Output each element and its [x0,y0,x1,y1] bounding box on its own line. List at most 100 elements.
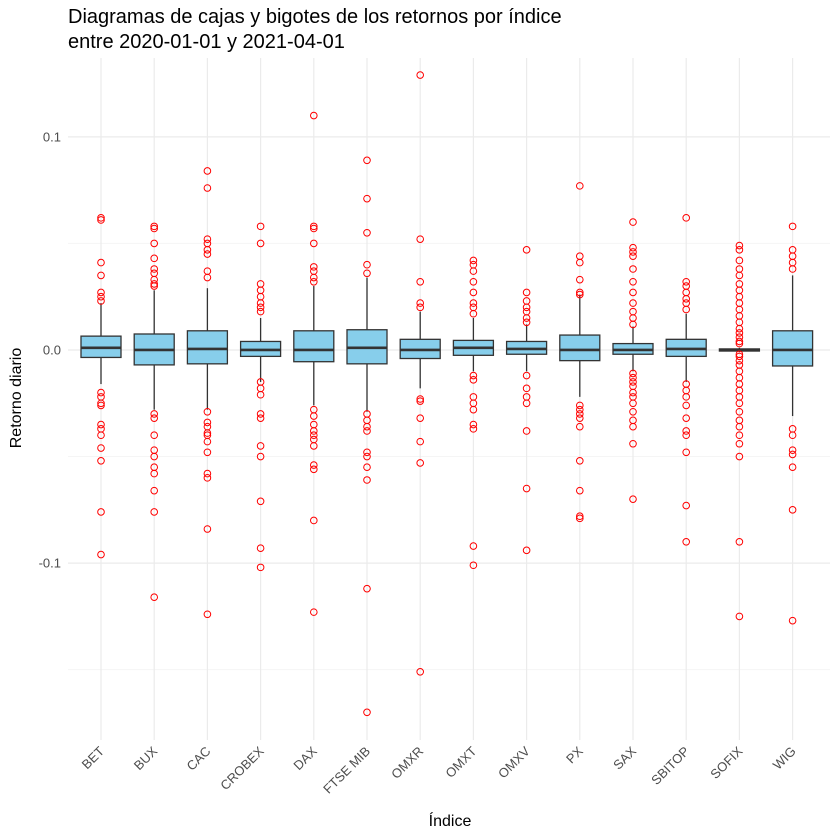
outlier-point [256,303,265,312]
outlier-point [788,265,797,273]
outlier-point [97,508,105,516]
outlier-point [97,401,105,410]
outlier-point [97,399,105,408]
outlier-point [682,295,691,303]
outlier-point [256,410,265,418]
outlier-point [97,288,105,297]
box-sbitop [665,214,707,546]
outlier-point [97,214,105,222]
y-tick-label: 0.0 [43,342,61,357]
outlier-point [97,388,105,397]
outlier-point [682,393,691,401]
outlier-point [97,444,105,452]
outlier-point [203,250,212,258]
box-sofix [718,241,761,621]
outlier-point [629,252,637,261]
outlier-point [416,397,425,405]
outlier-point [150,280,158,288]
outlier-point [150,224,158,233]
outlier-point [469,420,478,429]
outlier-point [256,307,265,316]
outlier-point [150,222,158,231]
outlier-point [629,369,637,378]
outlier-point [256,497,265,506]
outlier-point [363,269,371,278]
outlier-point [203,469,212,478]
outlier-point [735,407,744,416]
outlier-point [735,399,744,408]
x-tick-label: SOFIX [707,743,745,781]
outlier-point [416,299,425,307]
outlier-point [682,414,691,422]
x-tick-label: WIG [770,744,799,773]
outlier-point [522,371,531,380]
outlier-point [203,273,212,282]
outlier-point [682,427,691,435]
outlier-point [363,194,371,203]
outlier-point [203,418,212,427]
outlier-point [363,708,371,717]
outlier-point [256,414,265,422]
outlier-point [629,373,637,382]
outlier-point [629,218,637,226]
outlier-point [735,256,744,265]
outlier-point [310,427,318,435]
outlier-point [788,616,797,625]
chart-title-line-1: Diagramas de cajas y bigotes de los reto… [68,6,562,28]
x-tick-label: BET [79,743,108,772]
outlier-point [150,508,158,516]
outlier-point [97,216,105,224]
outlier-point [788,222,797,231]
outlier-point [735,431,744,440]
outlier-point [629,407,637,416]
outlier-point [629,277,637,286]
outlier-point [576,512,584,521]
outlier-point [469,425,478,433]
outlier-point [97,271,105,280]
outlier-point [256,452,265,461]
x-tick-label: SAX [610,743,639,772]
outlier-point [416,235,425,243]
outlier-point [629,265,637,273]
outlier-point [256,299,265,307]
outlier-point [682,448,691,457]
box-sax [612,218,654,503]
outlier-point [97,431,105,440]
outlier-point [150,593,158,602]
outlier-point [735,352,744,361]
box-series [80,71,814,717]
outlier-point [363,476,371,484]
outlier-point [97,457,105,465]
iqr-box [771,330,814,367]
outlier-point [735,339,744,348]
outlier-point [629,378,637,386]
outlier-point [363,422,371,431]
x-tick-label: DAX [290,743,320,773]
outlier-point [256,563,265,572]
outlier-point [788,450,797,459]
outlier-point [629,399,637,408]
x-tick-label: FTSE MIB [320,744,373,797]
outlier-point [469,405,478,414]
outlier-point [150,265,158,273]
outlier-point [310,277,318,286]
outlier-point [150,452,158,461]
outlier-point [576,422,584,431]
outlier-point [256,222,265,231]
outlier-point [522,303,531,312]
outlier-point [363,463,371,472]
outlier-point [310,111,318,120]
outlier-point [203,448,212,457]
outlier-point [363,228,371,237]
outlier-point [576,290,584,299]
box-ftse-mib [346,156,388,717]
outlier-point [150,414,158,422]
outlier-point [735,439,744,448]
outlier-point [97,258,105,267]
outlier-point [735,452,744,461]
x-tick-label: PX [563,743,586,766]
outlier-point [469,288,478,297]
outlier-point [629,299,637,307]
outlier-point [576,410,584,418]
outlier-point [310,412,318,420]
